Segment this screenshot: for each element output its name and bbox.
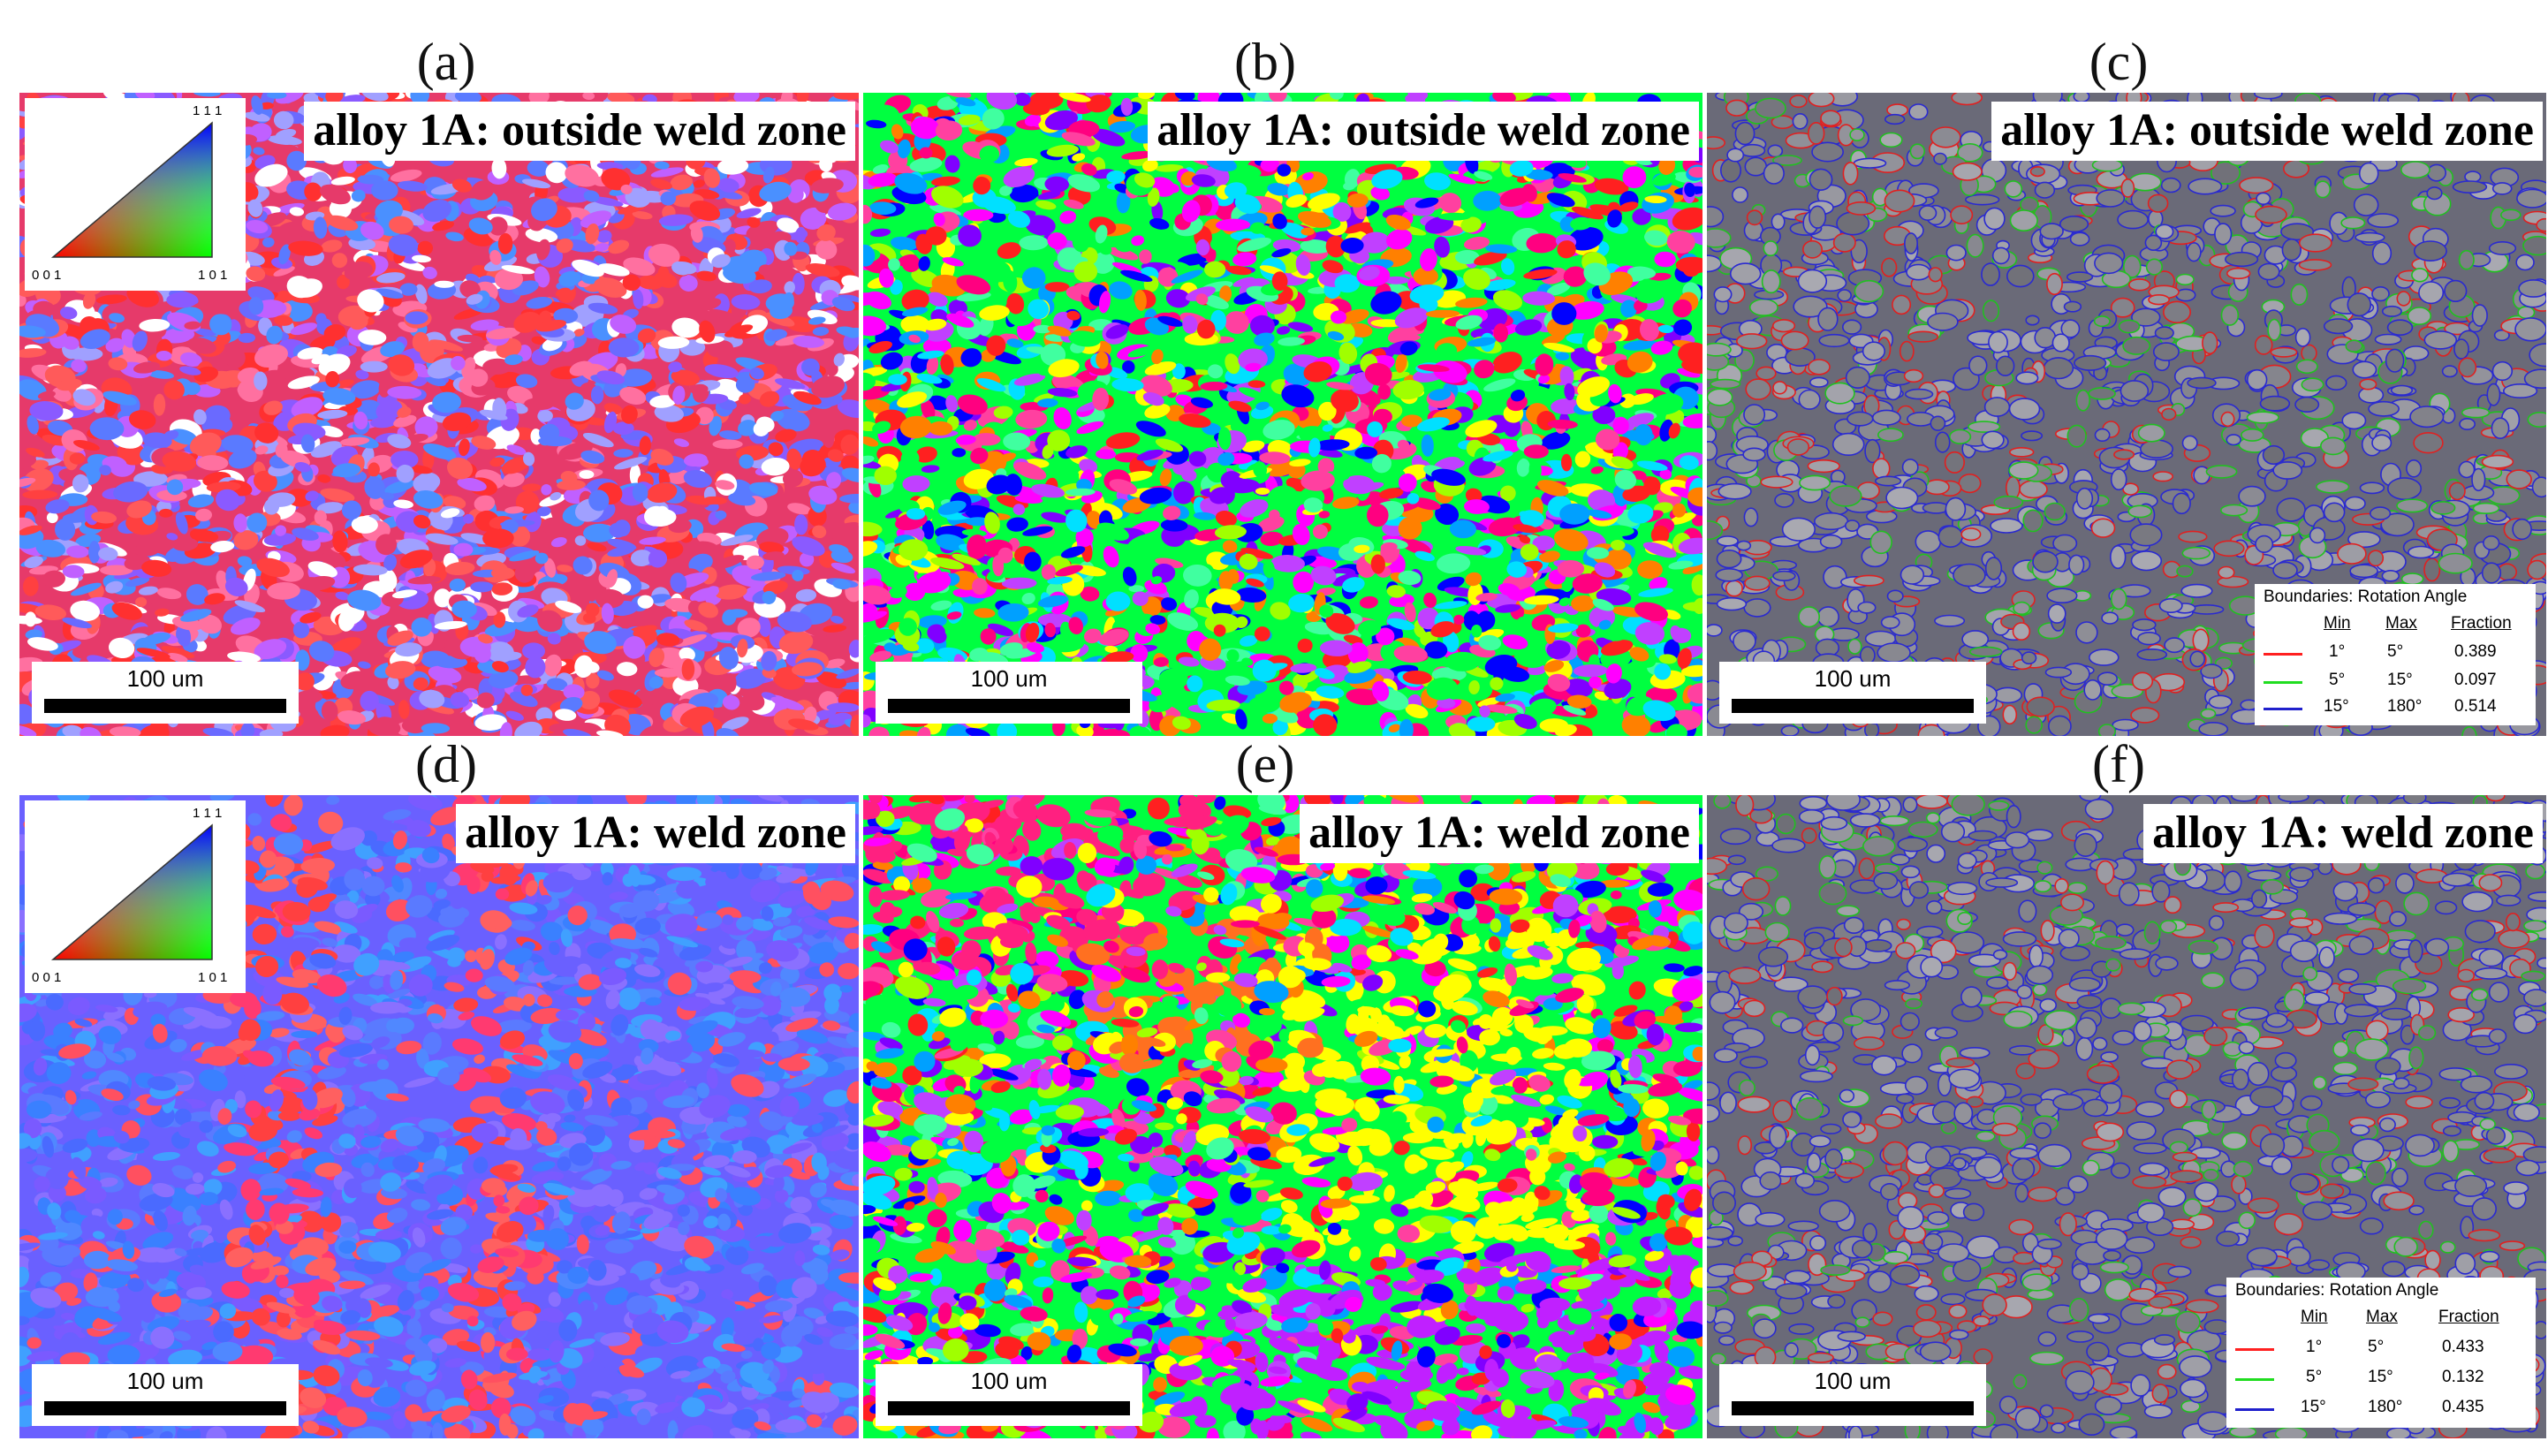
legend-min: 1° [2329, 642, 2346, 661]
panel-title-f: alloy 1A: weld zone [2143, 804, 2543, 864]
legend-max: 180° [2387, 697, 2423, 716]
legend-line-15-180 [2264, 708, 2302, 710]
legend-fraction: 0.433 [2442, 1338, 2484, 1356]
legend-line-5-15 [2235, 1378, 2274, 1381]
caption-d: (d) [415, 735, 477, 793]
ipf-label-111: 1 1 1 [193, 806, 223, 821]
ipf-label-001: 0 0 1 [32, 970, 62, 985]
ipf-color-key: 1 1 1 0 0 1 1 0 1 [25, 800, 246, 993]
legend-min: 5° [2306, 1368, 2323, 1386]
ebsd-panel-e: alloy 1A: weld zone 100 um [863, 795, 1702, 1438]
legend-min: 15° [2301, 1398, 2326, 1416]
panel-title-d: alloy 1A: weld zone [456, 804, 855, 864]
legend-fraction: 0.389 [2454, 642, 2497, 661]
ebsd-panel-d: 1 1 1 0 0 1 1 0 1 alloy 1A: weld zone 10… [19, 795, 859, 1438]
boundary-legend-title: Boundaries: Rotation Angle [2235, 1281, 2439, 1300]
scale-line-d [44, 1401, 286, 1415]
scale-line-e [888, 1401, 1130, 1415]
caption-f: (f) [2092, 735, 2145, 793]
legend-header-fraction: Fraction [2438, 1308, 2499, 1326]
scale-line-f [1732, 1401, 1974, 1415]
legend-max: 15° [2368, 1368, 2393, 1386]
grain-map-b [863, 93, 1702, 736]
legend-header-max: Max [2385, 614, 2417, 633]
legend-max: 5° [2368, 1338, 2385, 1356]
scale-label-d: 100 um [126, 1368, 204, 1394]
scale-bar-e: 100 um [876, 1364, 1142, 1426]
legend-header-max: Max [2366, 1308, 2398, 1326]
caption-a: (a) [416, 33, 476, 91]
ebsd-panel-a: 1 1 1 0 0 1 1 0 1 alloy 1A: outside weld… [19, 93, 859, 736]
scale-line-c [1732, 699, 1974, 713]
legend-header-fraction: Fraction [2451, 614, 2512, 633]
panel-title-a: alloy 1A: outside weld zone [304, 102, 855, 162]
legend-max: 15° [2387, 671, 2413, 689]
scale-bar-a: 100 um [32, 662, 299, 724]
scale-label-b: 100 um [970, 665, 1048, 692]
scale-label-e: 100 um [970, 1368, 1048, 1394]
boundary-legend-title: Boundaries: Rotation Angle [2264, 588, 2468, 606]
legend-header-min: Min [2324, 614, 2351, 633]
ebsd-panel-c: alloy 1A: outside weld zone 100 um Bound… [1707, 93, 2546, 736]
scale-line-a [44, 699, 286, 713]
legend-line-1-5 [2264, 653, 2302, 656]
panel-title-e: alloy 1A: weld zone [1300, 804, 1699, 864]
caption-e: (e) [1235, 735, 1295, 793]
ipf-label-101: 1 0 1 [198, 970, 228, 985]
caption-b: (b) [1234, 33, 1296, 91]
legend-line-5-15 [2264, 681, 2302, 684]
legend-fraction: 0.097 [2454, 671, 2497, 689]
scale-line-b [888, 699, 1130, 713]
boundary-legend-f: Boundaries: Rotation Angle Min Max Fract… [2226, 1278, 2536, 1428]
grain-map-e [863, 795, 1702, 1438]
scale-bar-c: 100 um [1719, 662, 1986, 724]
legend-min: 5° [2329, 671, 2346, 689]
legend-max: 5° [2387, 642, 2404, 661]
ipf-label-111: 1 1 1 [193, 103, 223, 118]
panel-title-b: alloy 1A: outside weld zone [1148, 102, 1699, 162]
scale-bar-b: 100 um [876, 662, 1142, 724]
legend-fraction: 0.132 [2442, 1368, 2484, 1386]
legend-min: 1° [2306, 1338, 2323, 1356]
legend-min: 15° [2324, 697, 2349, 716]
ipf-color-key: 1 1 1 0 0 1 1 0 1 [25, 98, 246, 291]
legend-header-min: Min [2301, 1308, 2328, 1326]
legend-line-15-180 [2235, 1408, 2274, 1411]
panel-title-c: alloy 1A: outside weld zone [1991, 102, 2543, 162]
ebsd-panel-f: alloy 1A: weld zone 100 um Boundaries: R… [1707, 795, 2546, 1438]
scale-label-c: 100 um [1814, 665, 1892, 692]
legend-fraction: 0.514 [2454, 697, 2497, 716]
legend-max: 180° [2368, 1398, 2403, 1416]
legend-line-1-5 [2235, 1348, 2274, 1351]
ipf-label-101: 1 0 1 [198, 268, 228, 283]
scale-bar-d: 100 um [32, 1364, 299, 1426]
ipf-label-001: 0 0 1 [32, 268, 62, 283]
scale-label-a: 100 um [126, 665, 204, 692]
scale-bar-f: 100 um [1719, 1364, 1986, 1426]
scale-label-f: 100 um [1814, 1368, 1892, 1394]
ebsd-panel-b: alloy 1A: outside weld zone 100 um [863, 93, 1702, 736]
legend-fraction: 0.435 [2442, 1398, 2484, 1416]
boundary-legend-c: Boundaries: Rotation Angle Min Max Fract… [2255, 584, 2536, 725]
caption-c: (c) [2089, 33, 2149, 91]
